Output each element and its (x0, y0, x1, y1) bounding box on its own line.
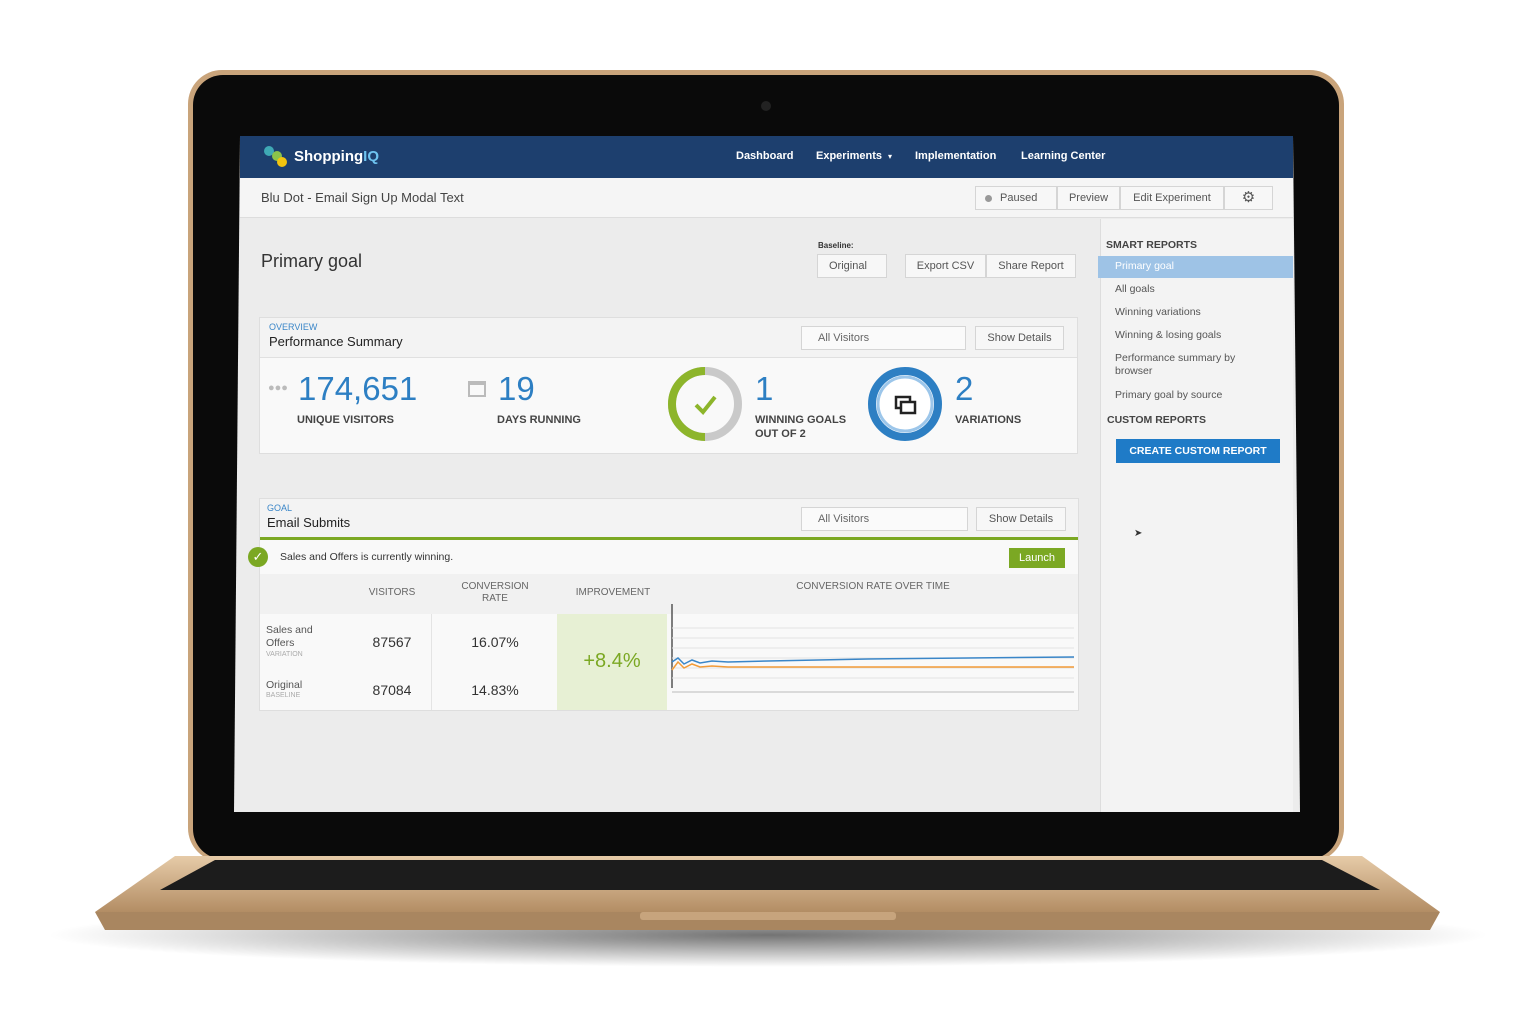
share-button[interactable]: Share Report (986, 254, 1076, 278)
details-button[interactable]: Show Details (976, 507, 1066, 531)
stat-label: VARIATIONS (955, 414, 1022, 426)
base-front (95, 912, 1440, 930)
row-tag: VARIATION (266, 651, 303, 658)
stat-label: UNIQUE VISITORS (297, 414, 394, 426)
card-title: Email Submits (267, 515, 351, 530)
sidebar-heading: SMART REPORTS (1106, 239, 1198, 251)
report-link[interactable]: Performance summary by browser (1115, 352, 1236, 377)
launch-button[interactable]: Launch (1009, 548, 1065, 568)
report-link[interactable]: Primary goal (1115, 260, 1174, 272)
column-header: IMPROVEMENT (575, 587, 651, 598)
visitors: 87567 (372, 634, 412, 650)
row-tag: BASELINE (266, 692, 301, 699)
notch (640, 912, 896, 920)
stat-value: 174,651 (298, 370, 418, 407)
column-header: CONVERSION RATE (461, 581, 529, 604)
column-header: VISITORS (368, 587, 416, 598)
keyboard (160, 860, 1380, 890)
stat-value: 19 (498, 370, 535, 407)
create-report-button[interactable]: CREATE CUSTOM REPORT (1116, 439, 1280, 463)
nav-link[interactable]: Dashboard (736, 150, 794, 162)
visitor-filter[interactable]: All Visitors (801, 326, 966, 350)
status-button[interactable]: Paused (975, 186, 1057, 210)
winner-check: ✓ (248, 547, 268, 567)
navbar (240, 136, 1293, 178)
preview-button[interactable]: Preview (1057, 186, 1120, 210)
sidebar (1100, 219, 1293, 812)
edit-button[interactable]: Edit Experiment (1120, 186, 1224, 210)
caret: ▾ (888, 152, 893, 161)
details-button[interactable]: Show Details (975, 326, 1064, 350)
active-item (1098, 256, 1293, 278)
experiment-title: Blu Dot - Email Sign Up Modal Text (261, 190, 464, 205)
improvement: +8.4% (583, 650, 641, 672)
report-heading: Primary goal (261, 251, 363, 271)
conversion-rate: 16.07% (471, 634, 519, 650)
calendar-icon (468, 381, 486, 397)
baseline-label: Baseline: (818, 241, 854, 250)
nav-link[interactable]: Learning Center (1021, 150, 1106, 162)
kicker: OVERVIEW (269, 322, 318, 332)
visitors-icon: ●●● (268, 382, 288, 394)
brand-accent: IQ (363, 148, 379, 165)
divider (431, 614, 432, 710)
report-link[interactable]: All goals (1115, 283, 1155, 295)
stat-value: 1 (755, 370, 774, 407)
kicker: GOAL (267, 503, 293, 513)
goals-donut (668, 367, 742, 441)
camera (761, 101, 771, 111)
status-dot (985, 195, 992, 202)
column-header: CONVERSION RATE OVER TIME (796, 581, 950, 592)
report-link[interactable]: Winning & losing goals (1115, 329, 1222, 341)
logo (264, 146, 287, 167)
cursor: ➤ (1134, 528, 1143, 539)
stat-label: WINNING GOALS OUT OF 2 (755, 414, 847, 440)
row-name: Original (266, 679, 303, 691)
visitor-filter[interactable]: All Visitors (801, 507, 968, 531)
improvement-cell (557, 614, 667, 710)
card-title: Performance Summary (269, 334, 403, 349)
nav-link[interactable]: Experiments (816, 150, 883, 162)
settings-button[interactable]: ⚙ (1224, 186, 1273, 210)
brand[interactable]: ShoppingIQ (294, 148, 379, 165)
table-header (260, 574, 1078, 614)
export-button[interactable]: Export CSV (905, 254, 986, 278)
sidebar-heading: CUSTOM REPORTS (1107, 414, 1206, 426)
report-link[interactable]: Winning variations (1115, 306, 1201, 318)
row-name: Sales and Offers (266, 624, 313, 649)
nav-link[interactable]: Implementation (915, 150, 997, 162)
report-link[interactable]: Primary goal by source (1115, 389, 1223, 401)
visitors: 87084 (372, 682, 412, 698)
conversion-rate: 14.83% (471, 682, 519, 698)
winner-banner: Sales and Offers is currently winning. (280, 551, 454, 563)
brand-text: Shopping (294, 148, 364, 165)
baseline-select[interactable]: Original (817, 254, 887, 278)
rate-chart (671, 604, 1075, 693)
variations-donut (868, 367, 942, 441)
stat-label: DAYS RUNNING (497, 414, 581, 426)
stat-value: 2 (955, 370, 974, 407)
